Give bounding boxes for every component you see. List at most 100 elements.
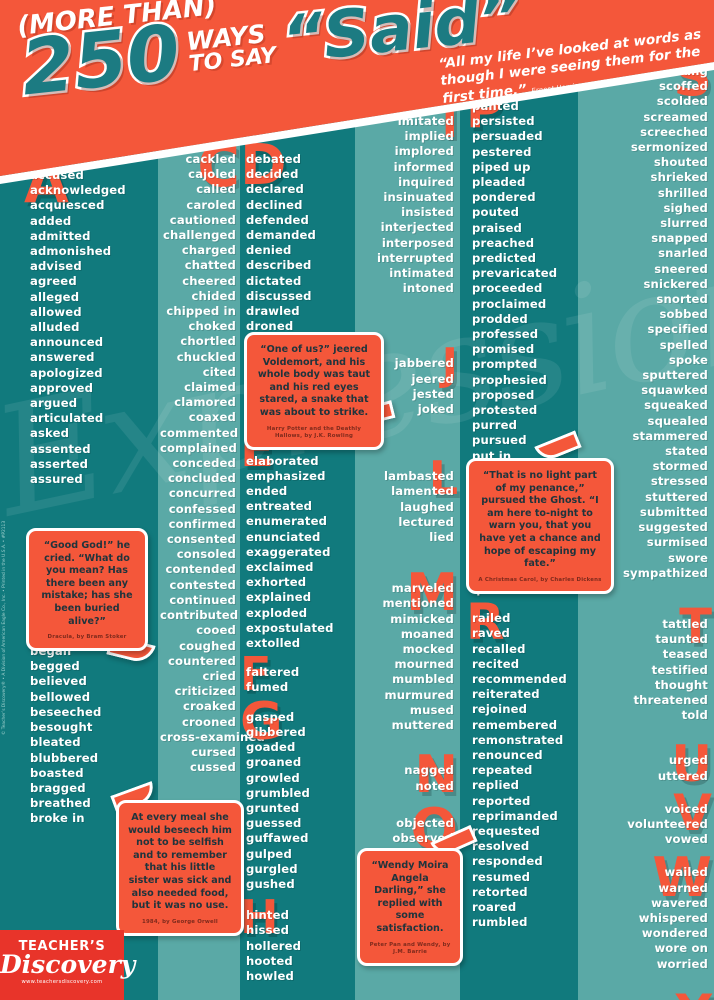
word-item: told: [681, 708, 708, 723]
logo-url: www.teachersdiscovery.com: [21, 979, 103, 986]
word-item: interposed: [381, 235, 454, 250]
word-item: confessed: [168, 501, 236, 516]
word-item: mimicked: [390, 611, 454, 626]
word-list-r: railed raved recalled recited recommended rei…: [472, 611, 576, 930]
word-item: stuttered: [645, 489, 708, 504]
word-item: insisted: [401, 205, 454, 220]
word-item: pondered: [472, 190, 536, 205]
word-item: besought: [30, 720, 93, 735]
word-item: lied: [429, 530, 454, 545]
word-item: decided: [246, 167, 299, 182]
word-item: faltered: [246, 665, 300, 680]
word-item: believed: [30, 674, 87, 689]
word-item: rejoined: [472, 702, 528, 717]
word-item: denied: [246, 243, 292, 258]
word-item: muttered: [391, 718, 454, 733]
word-item: sneered: [654, 261, 708, 276]
word-item: cussed: [190, 760, 236, 775]
word-list-u: urged uttered: [586, 753, 708, 783]
word-item: debated: [246, 152, 302, 166]
word-item: proclaimed: [472, 296, 547, 311]
word-item: answered: [30, 350, 95, 365]
word-item: admonished: [30, 244, 112, 259]
bubble-1984-text: At every meal she would beseech him not …: [128, 812, 232, 912]
big-letter-t: T: [679, 598, 712, 655]
word-item: stressed: [650, 474, 708, 489]
word-list-n: nagged noted: [360, 763, 454, 793]
word-item: surmised: [646, 535, 708, 550]
bubble-harry-potter: “One of us?” jeered Voldemort, and his w…: [244, 332, 384, 450]
word-item: hollered: [246, 938, 302, 953]
word-item: lamented: [391, 484, 454, 499]
big-letter-n: N: [414, 745, 458, 806]
word-item: begged: [30, 659, 80, 674]
word-item: droned: [246, 319, 294, 334]
word-item: interjected: [380, 220, 454, 235]
word-list-p: panted persisted persuaded pestered piped up…: [472, 99, 576, 464]
word-item: gulped: [246, 846, 292, 861]
word-item: concurred: [168, 486, 236, 501]
word-item: remembered: [472, 717, 558, 732]
word-list-j: jabbered jeered jested joked: [360, 356, 454, 417]
word-item: sympathized: [623, 565, 708, 580]
word-item: claimed: [184, 380, 236, 395]
word-list-i: imitated implied implored informed inquired i…: [360, 114, 454, 296]
word-item: mentioned: [382, 596, 454, 611]
word-item: marveled: [391, 581, 454, 596]
word-item: approved: [30, 380, 94, 395]
word-list-w: wailed warned wavered whispered wondered wore…: [586, 865, 708, 971]
word-item: wondered: [641, 926, 708, 941]
word-item: consoled: [176, 547, 236, 562]
bubble-dracula-text: “Good God!” he cried. “What do you mean?…: [41, 540, 133, 627]
copyright-side-text: © Teacher’s Discovery® • A Division of A…: [2, 520, 7, 735]
word-item: ended: [246, 484, 288, 499]
word-item: goaded: [246, 740, 296, 755]
word-item: stammered: [632, 428, 708, 443]
word-item: shrilled: [657, 185, 708, 200]
word-item: cross-examined: [160, 729, 265, 744]
word-item: noted: [415, 778, 454, 793]
word-item: recited: [472, 656, 520, 671]
word-item: spelled: [659, 337, 708, 352]
word-item: testified: [651, 662, 708, 677]
word-item: resumed: [472, 869, 531, 884]
word-item: described: [246, 258, 312, 273]
word-list-g: gasped gibbered goaded groaned growled grumbl…: [246, 710, 352, 892]
word-item: implored: [394, 144, 454, 159]
word-item: gasped: [246, 709, 295, 724]
logo-line-1: TEACHER’S: [18, 939, 106, 954]
word-item: broke in: [30, 811, 85, 826]
word-item: nagged: [404, 763, 454, 778]
word-item: stormed: [652, 459, 708, 474]
teachers-discovery-logo[interactable]: TEACHER’S Discovery www.teachersdiscover…: [0, 930, 135, 1000]
word-item: declared: [246, 182, 304, 197]
word-item: scoffed: [658, 79, 708, 94]
word-item: agreed: [30, 274, 77, 289]
word-item: vowed: [664, 832, 708, 847]
word-item: guffawed: [246, 831, 309, 846]
word-item: howled: [246, 968, 294, 983]
big-letter-w: W: [652, 846, 712, 910]
word-item: proposed: [472, 387, 535, 402]
word-item: pleaded: [472, 175, 526, 190]
word-item: commented: [160, 425, 239, 440]
word-item: warned: [658, 880, 708, 895]
word-item: beseeched: [30, 704, 102, 719]
word-item: hissed: [246, 923, 290, 938]
word-item: jested: [412, 386, 454, 401]
word-item: expostulated: [246, 620, 334, 635]
word-item: enunciated: [246, 529, 321, 544]
word-item: taunted: [655, 632, 708, 647]
column-s-y: Ssangscoffedscoldedscreamedscreechedserm…: [586, 49, 712, 1000]
word-item: pursued: [472, 433, 527, 448]
word-item: worried: [656, 956, 708, 971]
word-item: wailed: [664, 865, 708, 880]
word-list-t: tattled taunted teased testified thought thre…: [586, 617, 708, 723]
word-item: alleged: [30, 289, 80, 304]
word-item: swore: [668, 550, 708, 565]
big-letter-v: V: [673, 783, 712, 842]
